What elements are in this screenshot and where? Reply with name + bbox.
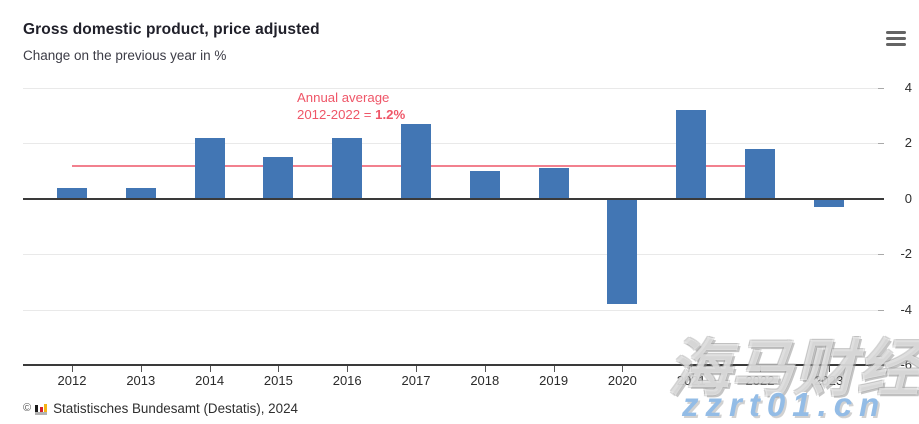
average-annotation: Annual average 2012-2022 = 1.2% xyxy=(297,90,405,123)
bar-2019[interactable] xyxy=(538,168,569,199)
x-axis-label: 2023 xyxy=(814,373,844,388)
y-axis-label: 0 xyxy=(904,190,912,206)
bar-2012[interactable] xyxy=(57,187,87,199)
bar-2020[interactable] xyxy=(607,198,638,305)
x-axis-tick xyxy=(760,366,761,372)
logo-base xyxy=(35,412,48,415)
bar-2021[interactable] xyxy=(676,110,707,199)
logo-bar-black xyxy=(35,404,39,412)
hamburger-menu-icon[interactable] xyxy=(886,28,906,50)
x-axis-label: 2013 xyxy=(126,373,156,388)
y-axis-label: -6 xyxy=(900,357,912,372)
menu-bar xyxy=(886,37,906,41)
source-text: Statistisches Bundesamt (Destatis), 2024 xyxy=(53,400,298,416)
y-axis-tick xyxy=(878,364,884,366)
x-axis-tick xyxy=(553,366,555,372)
y-axis-tick xyxy=(878,197,884,200)
copyright-symbol: © xyxy=(23,402,32,414)
x-axis-label: 2022 xyxy=(745,373,775,388)
x-axis-label: 2018 xyxy=(470,373,500,388)
page-title: Gross domestic product, price adjusted xyxy=(23,21,320,38)
bar-2016[interactable] xyxy=(332,137,363,199)
x-axis-tick xyxy=(140,366,142,372)
x-axis-label: 2020 xyxy=(607,373,637,388)
y-axis-tick xyxy=(878,254,884,256)
x-axis-tick xyxy=(691,366,693,372)
bar-2014[interactable] xyxy=(194,137,225,199)
y-axis-label: 4 xyxy=(904,80,912,95)
y-axis-label: -4 xyxy=(900,301,912,317)
zero-axis-line xyxy=(23,197,878,200)
source-line: © Statistisches Bundesamt (Destatis), 20… xyxy=(23,399,298,417)
bar-2023[interactable] xyxy=(813,198,844,208)
y-axis-label: 2 xyxy=(904,135,912,151)
bar-2022[interactable] xyxy=(745,148,775,199)
logo-bar-red xyxy=(39,406,43,412)
gridline xyxy=(23,254,878,256)
x-axis-label: 2014 xyxy=(195,373,225,388)
x-axis-tick xyxy=(72,366,73,372)
bar-2013[interactable] xyxy=(125,187,156,199)
menu-bar xyxy=(886,31,906,35)
destatis-logo-icon xyxy=(35,402,48,415)
bar-2015[interactable] xyxy=(263,157,294,199)
gridline xyxy=(23,309,878,311)
x-axis-label: 2016 xyxy=(332,373,362,388)
x-axis-tick xyxy=(416,366,417,372)
x-axis-line xyxy=(23,364,878,366)
y-axis-tick xyxy=(878,143,884,145)
x-axis-label: 2019 xyxy=(539,373,569,388)
y-axis-tick xyxy=(878,88,884,89)
x-axis-tick xyxy=(278,366,280,372)
annotation-prefix: 2012-2022 = xyxy=(297,106,376,122)
bar-2018[interactable] xyxy=(469,171,500,199)
x-axis-label: 2012 xyxy=(57,373,87,388)
gridline xyxy=(23,88,878,89)
x-axis-label: 2017 xyxy=(401,373,431,388)
logo-bar-gold xyxy=(44,403,48,412)
x-axis-tick xyxy=(347,366,349,372)
x-axis-tick xyxy=(209,366,211,372)
y-axis-label: -2 xyxy=(900,246,912,262)
chart-subtitle: Change on the previous year in % xyxy=(23,48,227,63)
annotation-value: 1.2% xyxy=(375,106,406,122)
annotation-line2: 2012-2022 = 1.2% xyxy=(297,107,405,124)
x-axis-tick xyxy=(828,366,830,372)
bar-2017[interactable] xyxy=(401,124,431,199)
x-axis-tick xyxy=(484,366,486,372)
x-axis-label: 2021 xyxy=(676,373,706,388)
annotation-line1: Annual average xyxy=(297,90,390,105)
menu-bar xyxy=(886,43,906,47)
x-axis-label: 2015 xyxy=(263,373,293,388)
y-axis-tick xyxy=(878,309,884,311)
gridline xyxy=(23,143,878,145)
x-axis-tick xyxy=(622,366,624,372)
